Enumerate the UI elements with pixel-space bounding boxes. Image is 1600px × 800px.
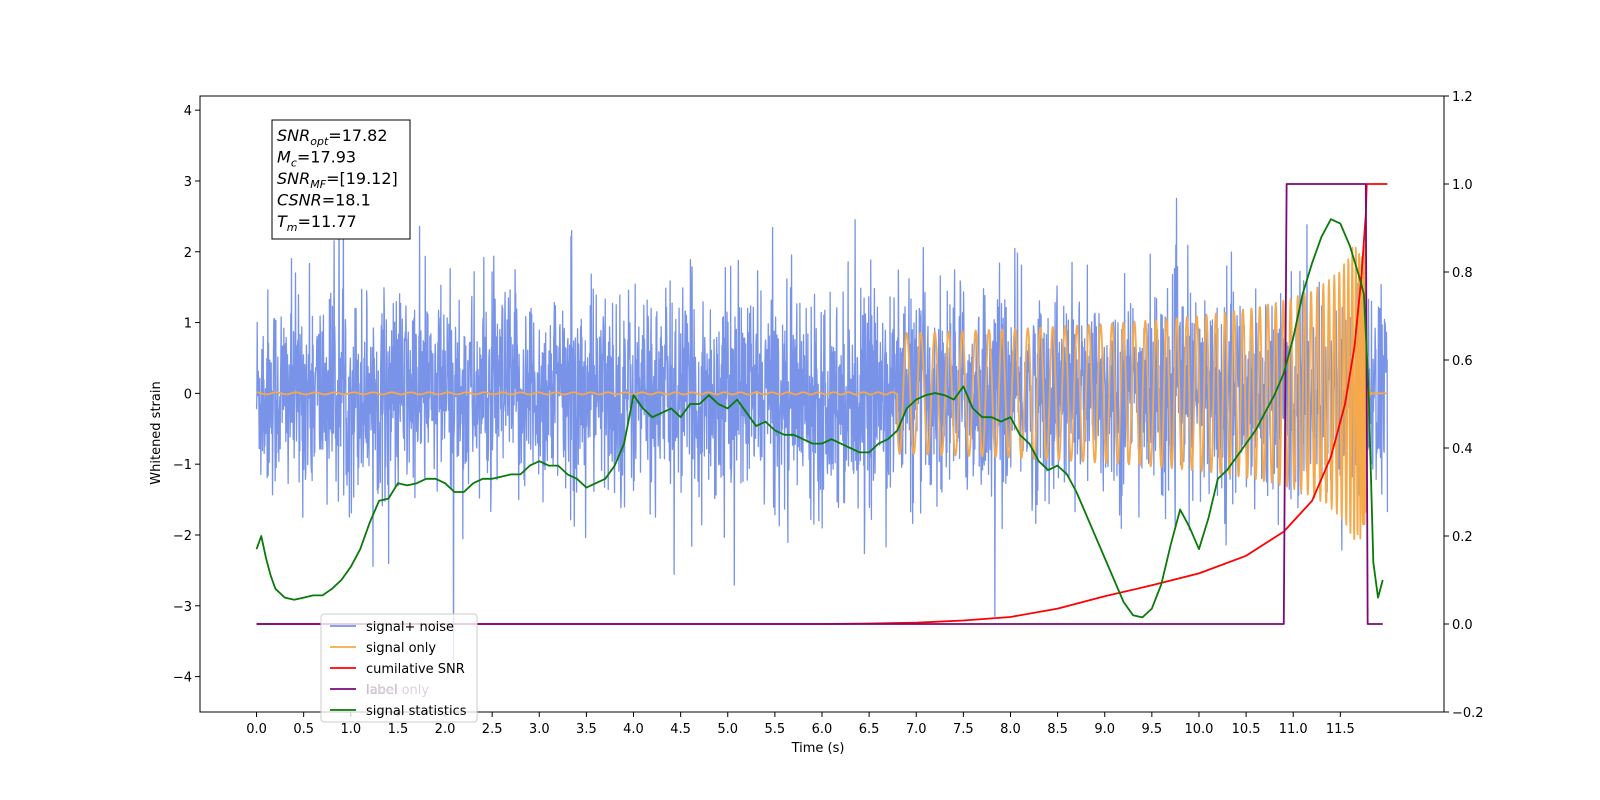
stats-row-symbol: CSNR bbox=[277, 191, 322, 210]
x-tick-label: 4.5 bbox=[670, 722, 691, 737]
x-tick-label: 6.5 bbox=[859, 722, 880, 737]
x-tick-label: 3.5 bbox=[576, 722, 597, 737]
stats-row: SNRMF=[19.12] bbox=[277, 169, 398, 191]
x-axis-label: Time (s) bbox=[791, 741, 845, 756]
legend: signal+ noise signal only cumilative SNR la… bbox=[320, 613, 478, 723]
stats-row-symbol: SNR bbox=[277, 169, 310, 188]
y-axis-label-left: Whitened strain bbox=[149, 381, 164, 484]
x-tick-label: 1.5 bbox=[388, 722, 409, 737]
stats-row-subscript: m bbox=[287, 221, 298, 234]
x-tick-label: 10.0 bbox=[1184, 722, 1213, 737]
x-tick-label: 2.0 bbox=[435, 722, 456, 737]
legend-label: label bbox=[330, 683, 397, 698]
cumulative-snr-line bbox=[256, 183, 1388, 625]
stats-box-frame bbox=[271, 119, 411, 240]
x-tick-label: 9.0 bbox=[1094, 722, 1115, 737]
stats-row-subscript: opt bbox=[310, 135, 329, 148]
x-tick-label: 8.0 bbox=[1000, 722, 1021, 737]
y-left-tick-label: −2 bbox=[173, 529, 192, 544]
x-tick-label: 11.0 bbox=[1279, 722, 1308, 737]
y-left-tick-label: 1 bbox=[184, 317, 192, 332]
y-left-tick-label: 3 bbox=[184, 175, 192, 190]
y-axis-left: 4 3 2 1 0 −1 −2 −3 −4 bbox=[173, 104, 200, 686]
stats-row: SNRopt=17.82 bbox=[277, 126, 388, 148]
stats-row: Tm=11.77 bbox=[277, 212, 357, 234]
y-axis-right: 1.2 1.0 0.8 0.6 0.4 0.2 0.0 −0.2 bbox=[1444, 90, 1484, 721]
x-tick-label: 11.5 bbox=[1326, 722, 1355, 737]
stats-row: CSNR=18.1 bbox=[277, 191, 371, 210]
stats-row-value: =11.77 bbox=[298, 212, 357, 231]
y-left-tick-label: −4 bbox=[173, 671, 192, 686]
legend-signal-statistics: signal statistics bbox=[330, 704, 467, 719]
stats-row-subscript: c bbox=[291, 157, 297, 170]
x-tick-label: 3.0 bbox=[529, 722, 550, 737]
x-tick-label: 1.0 bbox=[340, 722, 361, 737]
x-tick-label: 5.5 bbox=[765, 722, 786, 737]
legend-label-text: signal statistics bbox=[366, 704, 467, 719]
stats-row: Mc=17.93 bbox=[277, 148, 356, 170]
x-tick-label: 0.5 bbox=[293, 722, 314, 737]
y-left-tick-label: 0 bbox=[184, 387, 192, 402]
y-right-tick-label: 0.6 bbox=[1452, 354, 1473, 369]
stats-row-symbol: M bbox=[277, 148, 291, 167]
stats-row-symbol: T bbox=[277, 212, 288, 231]
legend-signal-only: signal only bbox=[330, 641, 436, 656]
stats-row-value: =17.93 bbox=[297, 148, 356, 167]
x-tick-label: 0.0 bbox=[246, 722, 267, 737]
x-tick-label: 2.5 bbox=[482, 722, 503, 737]
signal-noise-line bbox=[255, 189, 1389, 660]
x-tick-label: 4.0 bbox=[623, 722, 644, 737]
stats-row-value: =18.1 bbox=[322, 191, 371, 210]
signal-statistics-line bbox=[255, 218, 1384, 619]
y-right-tick-label: 0.4 bbox=[1452, 442, 1473, 457]
legend-cumulative-snr: cumilative SNR bbox=[330, 662, 465, 677]
y-right-tick-label: 1.0 bbox=[1452, 178, 1473, 193]
y-right-tick-label: 0.8 bbox=[1452, 266, 1473, 281]
legend-label-text: signal+ noise bbox=[366, 620, 454, 635]
stats-row-subscript: MF bbox=[310, 178, 326, 191]
stats-box: SNRopt=17.82Mc=17.93SNRMF=[19.12]CSNR=18… bbox=[271, 119, 411, 240]
x-axis: 0.0 0.5 1.0 1.5 2.0 2.5 3.0 3.5 4.0 4.5 5.0 5.5 6.0 6… bbox=[246, 712, 1355, 737]
legend-label-only: label only bbox=[366, 683, 429, 698]
x-tick-label: 8.5 bbox=[1047, 722, 1068, 737]
stats-row-value: =17.82 bbox=[328, 126, 387, 145]
signal-only-line bbox=[256, 203, 1388, 540]
y-right-tick-label: 0.2 bbox=[1452, 530, 1473, 545]
stats-row-symbol: SNR bbox=[277, 126, 310, 145]
legend-label-text: label bbox=[366, 683, 397, 698]
legend-label-text: label only bbox=[366, 683, 429, 698]
y-left-tick-label: −3 bbox=[173, 600, 192, 615]
y-right-tick-label: 1.2 bbox=[1452, 90, 1473, 105]
legend-label-text: signal only bbox=[366, 641, 436, 656]
y-right-tick-label: −0.2 bbox=[1452, 706, 1484, 721]
y-right-tick-label: 0.0 bbox=[1452, 618, 1473, 633]
series-layer bbox=[255, 183, 1389, 660]
x-tick-label: 7.0 bbox=[906, 722, 927, 737]
y-left-tick-label: −1 bbox=[173, 458, 192, 473]
legend-signal-noise: signal+ noise bbox=[330, 620, 454, 635]
label-line bbox=[256, 183, 1383, 625]
y-left-tick-label: 4 bbox=[184, 104, 192, 119]
y-left-tick-label: 2 bbox=[184, 246, 192, 261]
legend-frame bbox=[320, 613, 478, 723]
x-tick-label: 9.5 bbox=[1142, 722, 1163, 737]
x-tick-label: 5.0 bbox=[717, 722, 738, 737]
legend-label-text: cumilative SNR bbox=[366, 662, 465, 677]
x-tick-label: 7.5 bbox=[953, 722, 974, 737]
x-tick-label: 10.5 bbox=[1232, 722, 1261, 737]
stats-row-value: =[19.12] bbox=[326, 169, 398, 188]
x-tick-label: 6.0 bbox=[812, 722, 833, 737]
